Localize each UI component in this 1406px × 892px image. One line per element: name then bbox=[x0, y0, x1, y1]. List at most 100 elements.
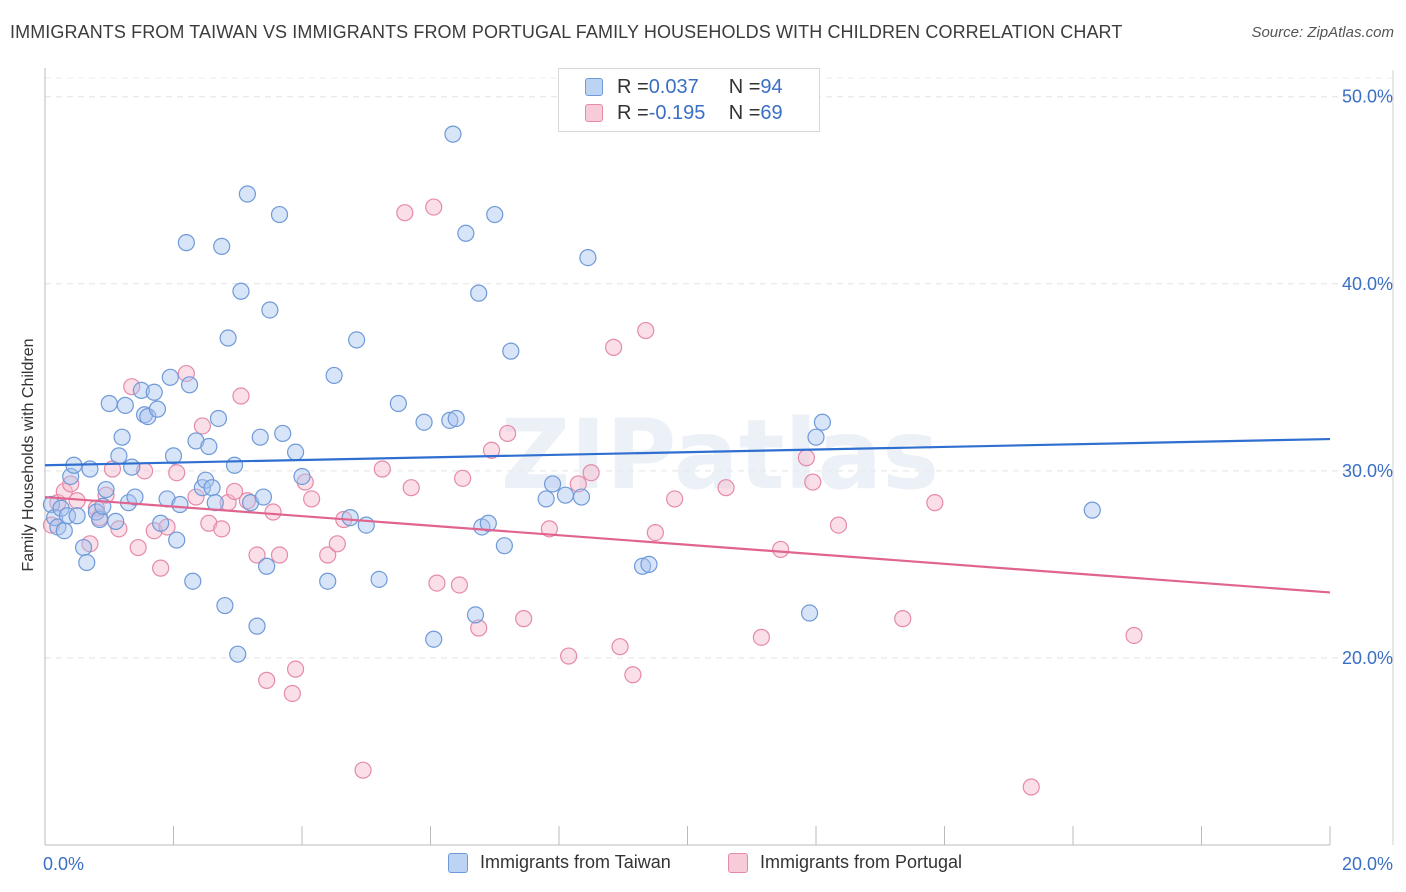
taiwan-point bbox=[807, 428, 825, 446]
portugal-point bbox=[168, 464, 186, 482]
taiwan-legend-swatch bbox=[448, 852, 468, 873]
portugal-point bbox=[286, 660, 305, 678]
taiwan-point bbox=[225, 456, 244, 474]
portugal-point bbox=[605, 338, 623, 356]
taiwan-point bbox=[200, 437, 218, 456]
taiwan-point bbox=[441, 411, 459, 429]
taiwan-point bbox=[123, 458, 141, 476]
portugal-n-value: 69 bbox=[760, 101, 783, 124]
taiwan-point bbox=[152, 514, 170, 532]
taiwan-point bbox=[572, 488, 591, 506]
portugal-point bbox=[666, 490, 684, 508]
portugal-point bbox=[373, 460, 391, 478]
portugal-r-label: R = bbox=[617, 101, 649, 124]
taiwan-point bbox=[495, 537, 513, 555]
taiwan-point bbox=[180, 376, 199, 394]
taiwan-point bbox=[425, 630, 443, 648]
taiwan-point bbox=[370, 570, 388, 588]
taiwan-point bbox=[110, 447, 128, 465]
portugal-point bbox=[270, 546, 289, 564]
portugal-point bbox=[717, 479, 735, 497]
portugal-point bbox=[804, 473, 822, 491]
portugal-point bbox=[611, 638, 629, 656]
taiwan-n-label: N = bbox=[728, 75, 761, 98]
portugal-point bbox=[328, 535, 346, 553]
taiwan-point bbox=[254, 488, 273, 506]
chart-title: IMMIGRANTS FROM TAIWAN VS IMMIGRANTS FRO… bbox=[10, 22, 1123, 42]
taiwan-point bbox=[238, 185, 256, 203]
y-tick-label: 50.0% bbox=[1342, 87, 1393, 107]
taiwan-point bbox=[444, 125, 462, 143]
taiwan-point bbox=[62, 467, 80, 486]
portugal-point bbox=[515, 610, 533, 628]
taiwan-trend-line bbox=[44, 437, 1331, 467]
portugal-point bbox=[354, 761, 372, 779]
taiwan-point bbox=[813, 413, 832, 431]
taiwan-point bbox=[107, 512, 125, 530]
taiwan-legend-label: Immigrants from Taiwan bbox=[480, 852, 671, 872]
y-tick-label: 40.0% bbox=[1342, 274, 1393, 294]
gridlines bbox=[45, 70, 1394, 845]
legend-row-portugal: R = -0.195 N = 69 bbox=[585, 101, 783, 125]
taiwan-point bbox=[100, 394, 118, 413]
portugal-point bbox=[123, 378, 141, 396]
taiwan-point bbox=[251, 428, 269, 446]
taiwan-r-label: R = bbox=[617, 75, 649, 98]
taiwan-point bbox=[209, 409, 228, 428]
portugal-point bbox=[540, 520, 558, 538]
taiwan-point bbox=[1083, 501, 1101, 519]
taiwan-point bbox=[293, 467, 311, 486]
taiwan-point bbox=[177, 234, 195, 252]
portugal-point bbox=[232, 387, 250, 405]
taiwan-point bbox=[46, 509, 64, 527]
taiwan-point bbox=[486, 205, 504, 224]
portugal-point bbox=[248, 546, 266, 564]
portugal-legend-swatch bbox=[728, 852, 748, 873]
taiwan-point bbox=[55, 522, 73, 540]
taiwan-point bbox=[389, 394, 407, 413]
taiwan-point bbox=[148, 400, 167, 418]
portugal-point bbox=[97, 486, 115, 504]
portugal-point bbox=[454, 469, 472, 487]
portugal-point bbox=[296, 473, 314, 491]
legend-item-portugal: Immigrants from Portugal bbox=[728, 852, 962, 873]
portugal-point bbox=[499, 424, 517, 443]
taiwan-point bbox=[640, 555, 658, 573]
taiwan-point bbox=[579, 248, 597, 267]
taiwan-point bbox=[479, 514, 497, 532]
portugal-point bbox=[926, 494, 944, 512]
y-tick-label: 30.0% bbox=[1342, 461, 1393, 481]
portugal-point bbox=[646, 523, 664, 542]
taiwan-point bbox=[74, 538, 93, 557]
correlation-legend: R = 0.037 N = 94 R = -0.195 N = 69 bbox=[558, 68, 820, 132]
portugal-point bbox=[582, 464, 600, 482]
portugal-point bbox=[402, 479, 420, 497]
taiwan-point bbox=[216, 596, 234, 615]
portugal-point bbox=[829, 516, 848, 534]
y-tick-label: 20.0% bbox=[1342, 648, 1393, 668]
tick-labels: 20.0% 30.0% 40.0% 50.0% 0.0% 20.0% bbox=[43, 87, 1393, 874]
taiwan-point bbox=[274, 424, 292, 443]
taiwan-point bbox=[171, 495, 189, 514]
portugal-point bbox=[258, 671, 276, 689]
portugal-point bbox=[193, 417, 212, 435]
taiwan-n-value: 94 bbox=[760, 75, 783, 98]
taiwan-point bbox=[319, 572, 337, 590]
taiwan-point bbox=[261, 301, 279, 319]
taiwan-point bbox=[325, 366, 343, 385]
portugal-point bbox=[560, 647, 578, 665]
portugal-point bbox=[303, 490, 321, 508]
taiwan-points bbox=[42, 125, 1101, 663]
portugal-point bbox=[482, 441, 501, 459]
taiwan-point bbox=[58, 507, 77, 525]
taiwan-point bbox=[78, 553, 96, 572]
portugal-point bbox=[470, 619, 488, 637]
taiwan-point bbox=[232, 282, 250, 300]
taiwan-point bbox=[68, 507, 86, 525]
taiwan-point bbox=[457, 224, 475, 242]
portugal-point bbox=[152, 559, 170, 577]
portugal-point bbox=[450, 576, 469, 594]
portugal-point bbox=[894, 610, 912, 628]
taiwan-r-value: 0.037 bbox=[648, 75, 699, 98]
taiwan-point bbox=[270, 205, 289, 224]
